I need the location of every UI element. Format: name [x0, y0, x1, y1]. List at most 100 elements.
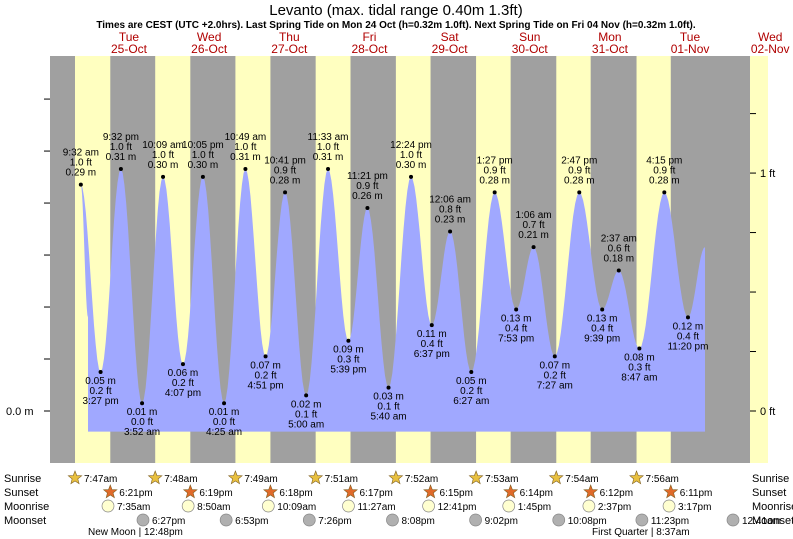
- high-tide-label: 9:32 pm: [103, 132, 139, 143]
- high-tide-label: 12:24 pm: [390, 140, 432, 151]
- moonset-time: 6:53pm: [235, 516, 268, 527]
- high-tide-label: 0.30 m: [396, 160, 427, 171]
- low-tide-label: 0.2 ft: [172, 378, 194, 389]
- low-tide-label: 3:27 pm: [83, 396, 119, 407]
- tide-point: [662, 190, 667, 195]
- low-tide-label: 0.2 ft: [89, 386, 111, 397]
- day-date: 25-Oct: [111, 42, 148, 56]
- sunrise-icon: [548, 470, 564, 485]
- sunset-icon: [102, 484, 118, 499]
- sunrise-time: 7:52am: [405, 474, 438, 485]
- sunset-icon: [262, 484, 278, 499]
- day-weekday: Tue: [680, 30, 701, 44]
- moonrise-icon: [582, 499, 596, 513]
- moonset-icon: [469, 513, 482, 527]
- tide-point: [78, 182, 83, 187]
- tide-point: [346, 338, 351, 343]
- high-tide-label: 0.31 m: [106, 152, 137, 163]
- high-tide-label: 0.9 ft: [274, 165, 296, 176]
- moonset-time: 10:08pm: [568, 516, 607, 527]
- high-tide-label: 0.31 m: [313, 152, 344, 163]
- low-tide-label: 0.2 ft: [254, 370, 276, 381]
- day-date: 27-Oct: [271, 42, 308, 56]
- high-tide-label: 9:32 am: [63, 148, 99, 159]
- daylight-band: [750, 56, 768, 463]
- tide-point: [304, 393, 309, 398]
- moonrise-time: 2:37pm: [598, 502, 631, 513]
- moonrise-icon: [342, 499, 355, 513]
- low-tide-label: 0.13 m: [501, 314, 532, 325]
- sunrise-row-label: Sunrise: [4, 473, 41, 485]
- low-tide-label: 0.02 m: [291, 399, 322, 410]
- low-tide-label: 4:51 pm: [248, 380, 284, 391]
- low-tide-label: 5:40 am: [370, 412, 406, 423]
- tide-point: [161, 174, 166, 179]
- day-weekday: Fri: [362, 30, 376, 44]
- sunset-time: 6:11pm: [680, 488, 713, 499]
- day-date: 31-Oct: [592, 42, 629, 56]
- right-axis-one-label: 1 ft: [760, 168, 775, 180]
- high-tide-label: 2:47 pm: [561, 155, 597, 166]
- moonset-time: 11:23pm: [651, 516, 689, 527]
- low-tide-label: 0.01 m: [127, 407, 158, 418]
- chart-title: Levanto (max. tidal range 0.40m 1.3ft): [269, 2, 522, 19]
- low-tide-label: 3:52 am: [124, 427, 160, 438]
- high-tide-label: 12:06 am: [429, 194, 471, 205]
- tide-point: [600, 307, 605, 312]
- moonset-icon: [552, 513, 566, 527]
- high-tide-label: 0.26 m: [352, 191, 383, 202]
- moonrise-icon: [101, 499, 115, 513]
- low-tide-label: 0.12 m: [673, 321, 704, 332]
- tide-point: [98, 369, 103, 374]
- high-tide-label: 1.0 ft: [400, 150, 422, 161]
- day-date: 29-Oct: [432, 42, 469, 56]
- tide-point: [685, 315, 690, 320]
- moonrise-time: 11:27am: [357, 502, 395, 513]
- sunrise-icon: [388, 470, 404, 485]
- tide-point: [180, 362, 185, 367]
- day-date: 28-Oct: [351, 42, 388, 56]
- low-tide-label: 4:25 am: [206, 427, 242, 438]
- sunset-icon: [182, 484, 198, 499]
- moonrise-time: 12:41pm: [438, 502, 477, 513]
- low-tide-label: 5:00 am: [288, 419, 324, 430]
- high-tide-label: 1.0 ft: [192, 150, 214, 161]
- tide-point: [386, 385, 391, 390]
- high-tide-label: 0.28 m: [649, 175, 680, 186]
- low-tide-label: 8:47 am: [621, 373, 657, 384]
- low-tide-label: 0.07 m: [250, 360, 281, 371]
- high-tide-label: 1:06 am: [516, 210, 552, 221]
- moonset-time: 12:41am: [742, 516, 781, 527]
- sunset-time: 6:19pm: [199, 488, 232, 499]
- moonset-icon: [635, 513, 649, 527]
- sunrise-time: 7:48am: [164, 474, 197, 485]
- moonset-row-label-right: Moonset: [752, 515, 793, 527]
- day-weekday: Wed: [197, 30, 221, 44]
- high-tide-label: 1:27 pm: [477, 155, 513, 166]
- high-tide-label: 0.28 m: [270, 175, 301, 186]
- moonrise-row-label-right: Moonrise: [752, 501, 793, 513]
- high-tide-label: 0.9 ft: [568, 165, 590, 176]
- left-axis-zero-label: 0.0 m: [6, 406, 34, 418]
- low-tide-label: 7:27 am: [537, 380, 573, 391]
- low-tide-label: 0.0 ft: [131, 417, 153, 428]
- day-date: 02-Nov: [751, 42, 790, 56]
- tide-point: [552, 354, 557, 359]
- low-tide-label: 7:53 pm: [498, 334, 534, 345]
- sunrise-icon: [629, 470, 645, 485]
- sunrise-time: 7:53am: [485, 474, 518, 485]
- sunset-icon: [343, 484, 359, 499]
- sunset-time: 6:15pm: [440, 488, 473, 499]
- sunrise-icon: [308, 470, 324, 485]
- low-tide-label: 6:27 am: [453, 396, 489, 407]
- high-tide-label: 0.9 ft: [653, 165, 675, 176]
- high-tide-label: 10:05 pm: [182, 140, 224, 151]
- tide-point: [140, 401, 145, 406]
- high-tide-label: 0.18 m: [603, 253, 634, 264]
- high-tide-label: 0.31 m: [230, 152, 261, 163]
- first-quarter-label: First Quarter | 8:37am: [592, 527, 690, 538]
- high-tide-label: 0.7 ft: [522, 220, 544, 231]
- low-tide-label: 0.11 m: [417, 329, 447, 340]
- moonrise-icon: [502, 499, 516, 513]
- sunrise-icon: [67, 470, 83, 485]
